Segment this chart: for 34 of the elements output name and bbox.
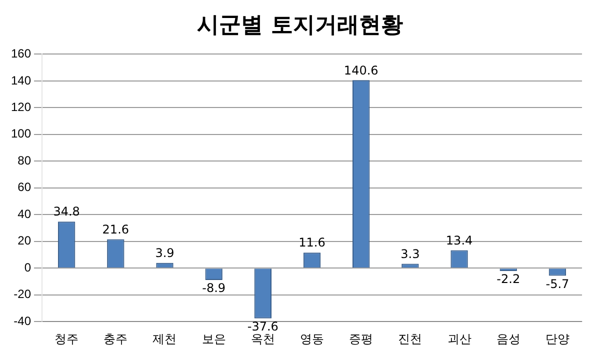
x-tick-label: 영동 — [300, 332, 324, 346]
x-tick-label: 보은 — [202, 332, 226, 346]
y-tick-label: -20 — [14, 287, 32, 302]
y-tick-label: 80 — [18, 153, 32, 168]
data-label: 3.3 — [400, 246, 420, 261]
data-label: -8.9 — [202, 281, 226, 296]
y-tick-label: 100 — [10, 126, 32, 141]
data-label: 3.9 — [155, 246, 174, 260]
y-tick-label: 140 — [10, 73, 32, 88]
y-tick-label: 0 — [24, 260, 32, 274]
x-tick-label: 증평 — [349, 332, 374, 346]
y-tick-label: 160 — [10, 46, 32, 61]
data-label: 11.6 — [298, 236, 326, 250]
x-tick-label: 청주 — [54, 332, 79, 346]
y-tick-label: -40 — [14, 314, 32, 328]
x-tick-label: 괴산 — [447, 332, 472, 346]
y-tick-label: 120 — [10, 100, 32, 114]
x-tick-label: 음성 — [496, 332, 520, 346]
y-tick-label: 60 — [18, 180, 32, 194]
x-tick-label: 제천 — [152, 332, 177, 346]
x-tick-label: 단양 — [545, 332, 570, 346]
data-label: 13.4 — [446, 233, 473, 248]
y-tick-label: 20 — [18, 234, 32, 248]
x-tick-label: 진천 — [398, 332, 422, 346]
chart-title: 시군별 토지거래현황 — [196, 12, 404, 40]
data-label: 140.6 — [344, 63, 378, 78]
x-tick-label: 옥천 — [250, 332, 275, 346]
data-label: -5.7 — [546, 276, 570, 291]
data-label: 21.6 — [102, 222, 130, 236]
data-label: -37.6 — [247, 320, 278, 334]
data-label: 34.8 — [53, 204, 80, 219]
y-tick-label: 40 — [18, 206, 32, 221]
data-label: -2.2 — [496, 272, 520, 286]
x-tick-label: 충주 — [104, 332, 128, 346]
